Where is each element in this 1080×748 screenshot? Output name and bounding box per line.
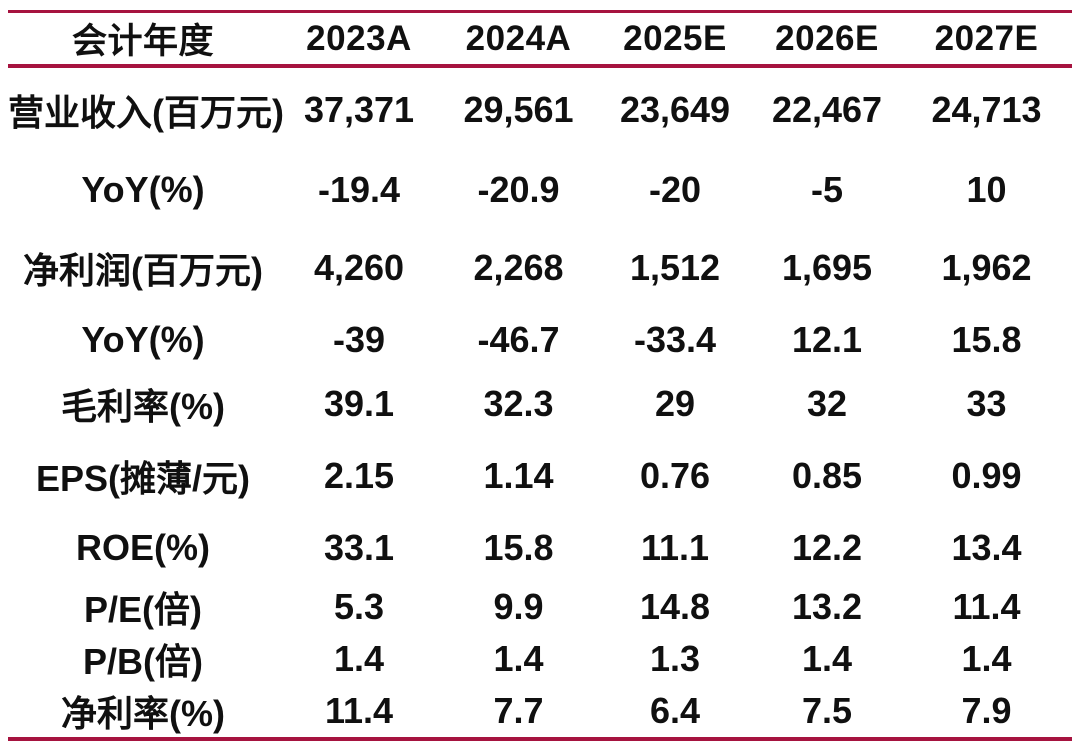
cell-value: 13.4 [951,526,1022,568]
cell-value: 14.8 [639,585,711,627]
cell-value: 1.3 [649,638,701,679]
cell-value: -33.4 [633,318,717,360]
header-year-2026E: 2026E [753,11,901,68]
cell-value: 11.4 [324,690,394,731]
cell-value: 7.5 [801,690,853,731]
cell-value: 33.1 [323,526,395,568]
row-label: P/E(倍) [83,588,202,630]
cell-value: -20 [648,169,702,210]
table-row: 净利率(%) 11.4 7.7 6.4 7.5 7.9 [8,685,1072,739]
cell-value: 0.76 [639,454,711,496]
cell-value: 1.14 [483,454,554,496]
header-year-2025E: 2025E [597,11,753,68]
cell-value: 9.9 [493,585,544,627]
table-row: YoY(%) -39 -46.7 -33.4 12.1 15.8 [8,307,1072,372]
cell-value: 7.9 [961,690,1012,731]
cell-value: 13.2 [791,585,863,627]
cell-value: 32.3 [483,383,554,424]
cell-value: 11.4 [952,585,1021,627]
cell-value: -39 [332,318,386,360]
cell-value: 2,268 [473,246,564,288]
cell-value: -5 [810,169,843,210]
cell-value: 10 [966,169,1007,210]
cell-value: 12.2 [791,526,863,568]
row-label: EPS(摊薄/元) [35,457,250,499]
cell-value: 12.1 [791,318,863,360]
cell-value: 1,962 [941,246,1032,288]
header-year-2023A: 2023A [278,11,440,68]
cell-value: 11.1 [640,526,710,568]
cell-value: -20.9 [477,169,560,210]
table-row: ROE(%) 33.1 15.8 11.1 12.2 13.4 [8,515,1072,580]
cell-value: 7.7 [493,690,544,731]
cell-value: 15.8 [951,318,1022,360]
row-label: 毛利率(%) [61,386,225,427]
cell-value: 1.4 [333,638,385,679]
cell-value: -46.7 [477,318,560,360]
header-row: 会计年度 2023A 2024A 2025E 2026E 2027E [8,11,1072,68]
cell-value: 2.15 [323,454,395,496]
header-year-2027E: 2027E [901,11,1072,68]
cell-value: 5.3 [333,585,385,627]
cell-value: 33 [966,383,1007,424]
cell-value: 1,512 [629,246,721,288]
cell-value: 1,695 [781,246,873,288]
table-row: P/E(倍) 5.3 9.9 14.8 13.2 11.4 [8,580,1072,633]
cell-value: -19.4 [317,169,401,210]
cell-value: 15.8 [483,526,554,568]
row-label: ROE(%) [76,526,210,568]
cell-value: 24,713 [931,89,1042,130]
cell-value: 0.99 [951,454,1022,496]
cell-value: 22,467 [771,89,883,130]
header-fiscal-year: 会计年度 [8,11,278,68]
table-row: P/B(倍) 1.4 1.4 1.3 1.4 1.4 [8,633,1072,685]
table-header: 会计年度 2023A 2024A 2025E 2026E 2027E [8,11,1072,68]
table-row: 净利润(百万元) 4,260 2,268 1,512 1,695 1,962 [8,228,1072,307]
cell-value: 29 [654,383,696,424]
cell-value: 1.4 [801,638,853,679]
cell-value: 1.4 [961,638,1012,679]
cell-value: 6.4 [649,690,701,731]
financial-summary-table: 会计年度 2023A 2024A 2025E 2026E 2027E 营业收入(百万元) 3… [8,10,1072,741]
row-label: 营业收入(百万元) [8,92,284,133]
cell-value: 23,649 [619,89,731,130]
table-row: 营业收入(百万元) 37,371 29,561 23,649 22,467 24,713 [8,66,1072,152]
cell-value: 37,371 [303,89,415,130]
cell-value: 0.85 [791,454,863,496]
row-label: YoY(%) [81,169,205,210]
cell-value: 1.4 [493,638,544,679]
cell-value: 39.1 [323,383,395,424]
table-row: YoY(%) -19.4 -20.9 -20 -5 10 [8,152,1072,228]
cell-value: 32 [806,383,848,424]
row-label: YoY(%) [81,318,205,360]
cell-value: 4,260 [313,246,405,288]
table-body: 营业收入(百万元) 37,371 29,561 23,649 22,467 24,713 Y… [8,66,1072,739]
row-label: 净利润(百万元) [23,249,263,291]
row-label: 净利率(%) [61,693,225,734]
financial-summary-table-container: 会计年度 2023A 2024A 2025E 2026E 2027E 营业收入(百万元) 3… [8,10,1072,741]
cell-value: 29,561 [463,89,574,130]
table-row: 毛利率(%) 39.1 32.3 29 32 33 [8,372,1072,436]
row-label: P/B(倍) [83,641,203,682]
table-row: EPS(摊薄/元) 2.15 1.14 0.76 0.85 0.99 [8,436,1072,515]
header-year-2024A: 2024A [440,11,597,68]
